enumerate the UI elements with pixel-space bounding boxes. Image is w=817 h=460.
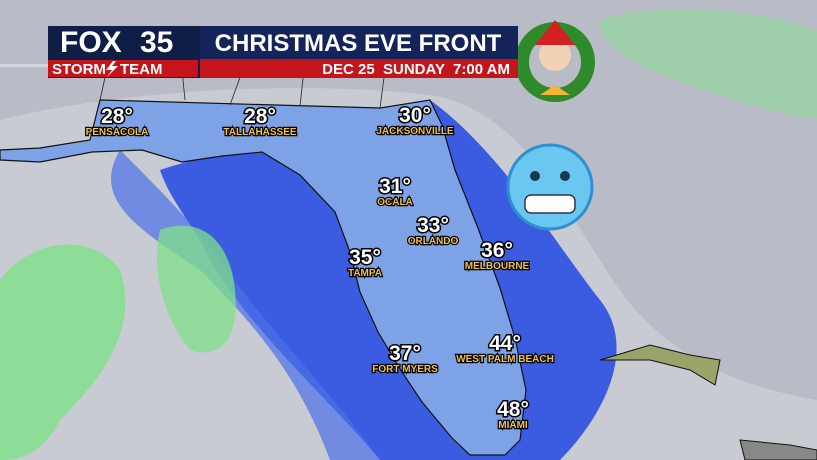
brand-left: STORM bbox=[52, 61, 106, 78]
cuba bbox=[739, 439, 817, 460]
city-temp: 33° bbox=[417, 214, 449, 237]
city-temp: 30° bbox=[399, 104, 431, 127]
city-name: PENSACOLA bbox=[86, 127, 149, 138]
title: CHRISTMAS EVE FRONT bbox=[215, 30, 502, 57]
city-temp: 31° bbox=[379, 175, 411, 198]
subtitle: DEC 25 SUNDAY 7:00 AM bbox=[322, 61, 510, 78]
bahamas bbox=[599, 344, 721, 386]
title-bar bbox=[200, 26, 518, 59]
city-name: MELBOURNE bbox=[465, 261, 530, 272]
city-name: OCALA bbox=[377, 197, 413, 208]
logo-rule bbox=[0, 64, 48, 67]
brand-right: TEAM bbox=[120, 61, 163, 78]
city-name: TALLAHASSEE bbox=[223, 127, 296, 138]
city-name: ORLANDO bbox=[408, 236, 459, 247]
city-labels: 28°PENSACOLA28°TALLAHASSEE30°JACKSONVILL… bbox=[84, 103, 555, 433]
city-temp: 44° bbox=[489, 332, 521, 355]
bolt bbox=[106, 61, 118, 77]
florida bbox=[0, 99, 527, 456]
logo-channel: 35 bbox=[140, 26, 173, 59]
subtitle-bar bbox=[200, 59, 518, 78]
city-name: JACKSONVILLE bbox=[376, 126, 454, 137]
city-name: FORT MYERS bbox=[372, 364, 438, 375]
rain-area bbox=[0, 244, 126, 460]
city-name: TAMPA bbox=[348, 268, 382, 279]
logo-network: FOX bbox=[60, 26, 122, 59]
city-name: MIAMI bbox=[498, 420, 528, 431]
rain-area bbox=[156, 225, 236, 353]
city-temp: 35° bbox=[349, 246, 381, 269]
city-temp: 48° bbox=[497, 398, 529, 421]
city-temp: 28° bbox=[244, 105, 276, 128]
city-name: WEST PALM BEACH bbox=[456, 354, 554, 365]
santa-wreath-icon bbox=[515, 20, 595, 102]
city-temp: 37° bbox=[389, 342, 421, 365]
city-temp: 36° bbox=[481, 239, 513, 262]
city-temp: 28° bbox=[101, 105, 133, 128]
brand-bar bbox=[48, 60, 198, 77]
rain-area bbox=[600, 9, 817, 121]
cold-face-icon bbox=[506, 143, 594, 231]
